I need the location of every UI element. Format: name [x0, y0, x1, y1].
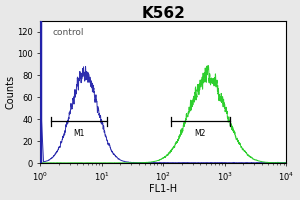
Y-axis label: Counts: Counts: [6, 75, 16, 109]
X-axis label: FL1-H: FL1-H: [149, 184, 177, 194]
Text: M2: M2: [195, 129, 206, 138]
Text: control: control: [52, 28, 84, 37]
Text: M1: M1: [74, 129, 85, 138]
Title: K562: K562: [141, 6, 185, 21]
